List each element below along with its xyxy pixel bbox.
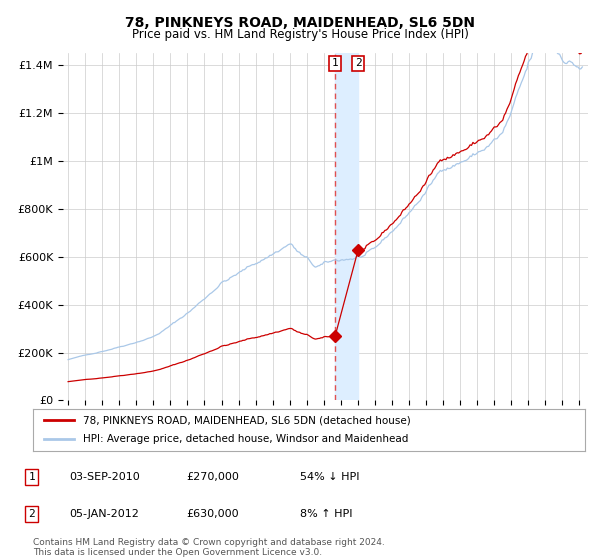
Text: £270,000: £270,000 [186,472,239,482]
Text: 78, PINKNEYS ROAD, MAIDENHEAD, SL6 5DN (detached house): 78, PINKNEYS ROAD, MAIDENHEAD, SL6 5DN (… [83,415,410,425]
Text: HPI: Average price, detached house, Windsor and Maidenhead: HPI: Average price, detached house, Wind… [83,435,408,445]
Text: 03-SEP-2010: 03-SEP-2010 [69,472,140,482]
Text: 8% ↑ HPI: 8% ↑ HPI [300,509,353,519]
Text: 54% ↓ HPI: 54% ↓ HPI [300,472,359,482]
Text: 1: 1 [28,472,35,482]
Text: Contains HM Land Registry data © Crown copyright and database right 2024.
This d: Contains HM Land Registry data © Crown c… [33,538,385,557]
Text: 05-JAN-2012: 05-JAN-2012 [69,509,139,519]
Text: 1: 1 [332,58,338,68]
Text: Price paid vs. HM Land Registry's House Price Index (HPI): Price paid vs. HM Land Registry's House … [131,28,469,41]
Text: 2: 2 [355,58,362,68]
Text: 78, PINKNEYS ROAD, MAIDENHEAD, SL6 5DN: 78, PINKNEYS ROAD, MAIDENHEAD, SL6 5DN [125,16,475,30]
Text: £630,000: £630,000 [186,509,239,519]
Text: 2: 2 [28,509,35,519]
Bar [335,53,358,400]
